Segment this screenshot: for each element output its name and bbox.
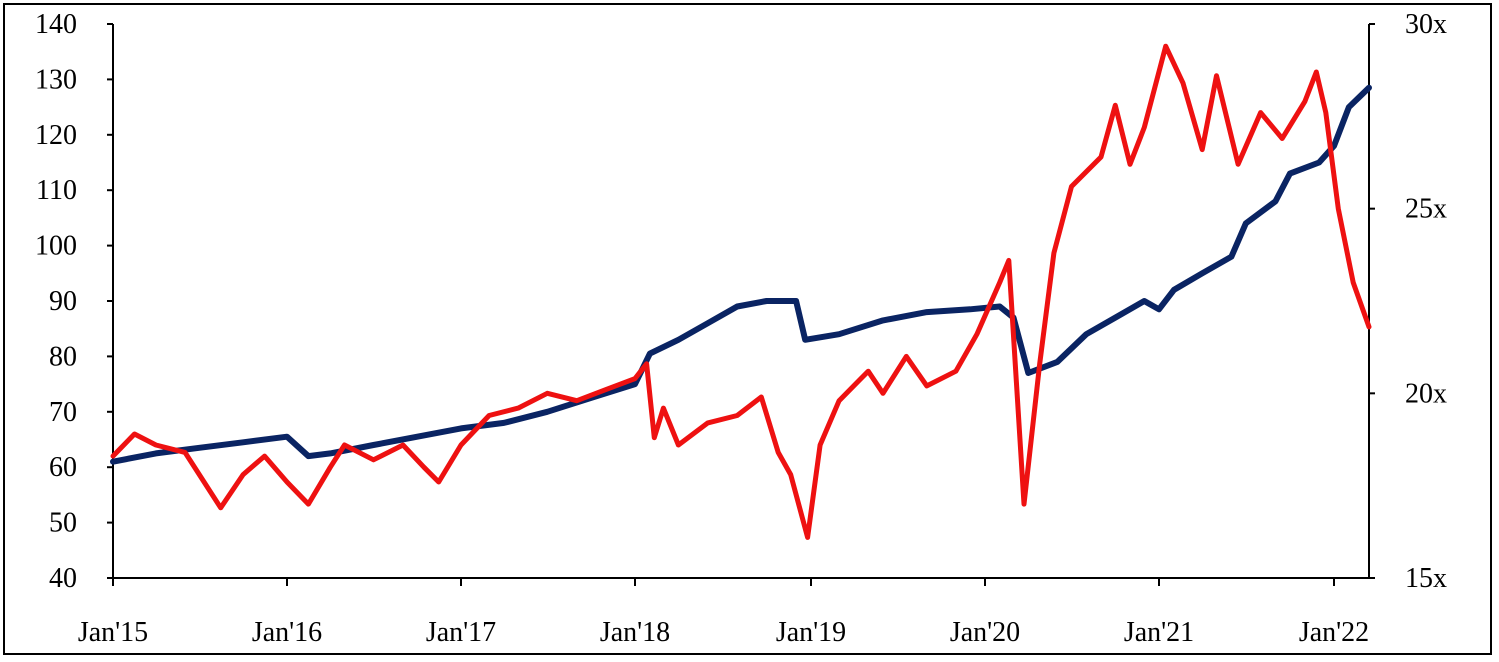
left-y-tick-label: 60 [49,452,77,483]
chart-series [110,43,1372,540]
x-tick-label: Jan'16 [252,617,322,648]
left-y-tick-label: 90 [49,286,77,317]
x-tick-label: Jan'17 [426,617,496,648]
x-tick-label: Jan'19 [776,617,846,648]
x-tick-label: Jan'21 [1124,617,1194,648]
right-axis-series-line [110,43,1372,540]
x-tick-label: Jan'18 [600,617,670,648]
left-y-tick-label: 140 [35,9,77,40]
x-tick-label: Jan'22 [1299,617,1369,648]
chart-axes [107,23,1375,586]
right-y-tick-label: 20x [1405,378,1447,409]
chart-tick-labels: 40 50 60 70 80 90 100 110 120 130 140 15x 20x 25x 30x J… [35,9,1447,648]
left-y-tick-label: 40 [49,563,77,594]
left-y-tick-label: 110 [36,175,77,206]
left-y-tick-label: 120 [35,120,77,151]
left-y-tick-label: 50 [49,508,77,539]
right-y-tick-label: 30x [1405,9,1447,40]
left-y-tick-label: 70 [49,397,77,428]
left-y-tick-label: 80 [49,341,77,372]
left-y-tick-label: 100 [35,231,77,262]
chart-frame [3,3,1492,655]
left-axis-series-line [110,84,1372,465]
right-y-tick-label: 15x [1405,563,1447,594]
left-y-tick-label: 130 [35,64,77,95]
right-y-tick-label: 25x [1405,194,1447,225]
x-tick-label: Jan'15 [78,617,148,648]
x-tick-label: Jan'20 [950,617,1020,648]
